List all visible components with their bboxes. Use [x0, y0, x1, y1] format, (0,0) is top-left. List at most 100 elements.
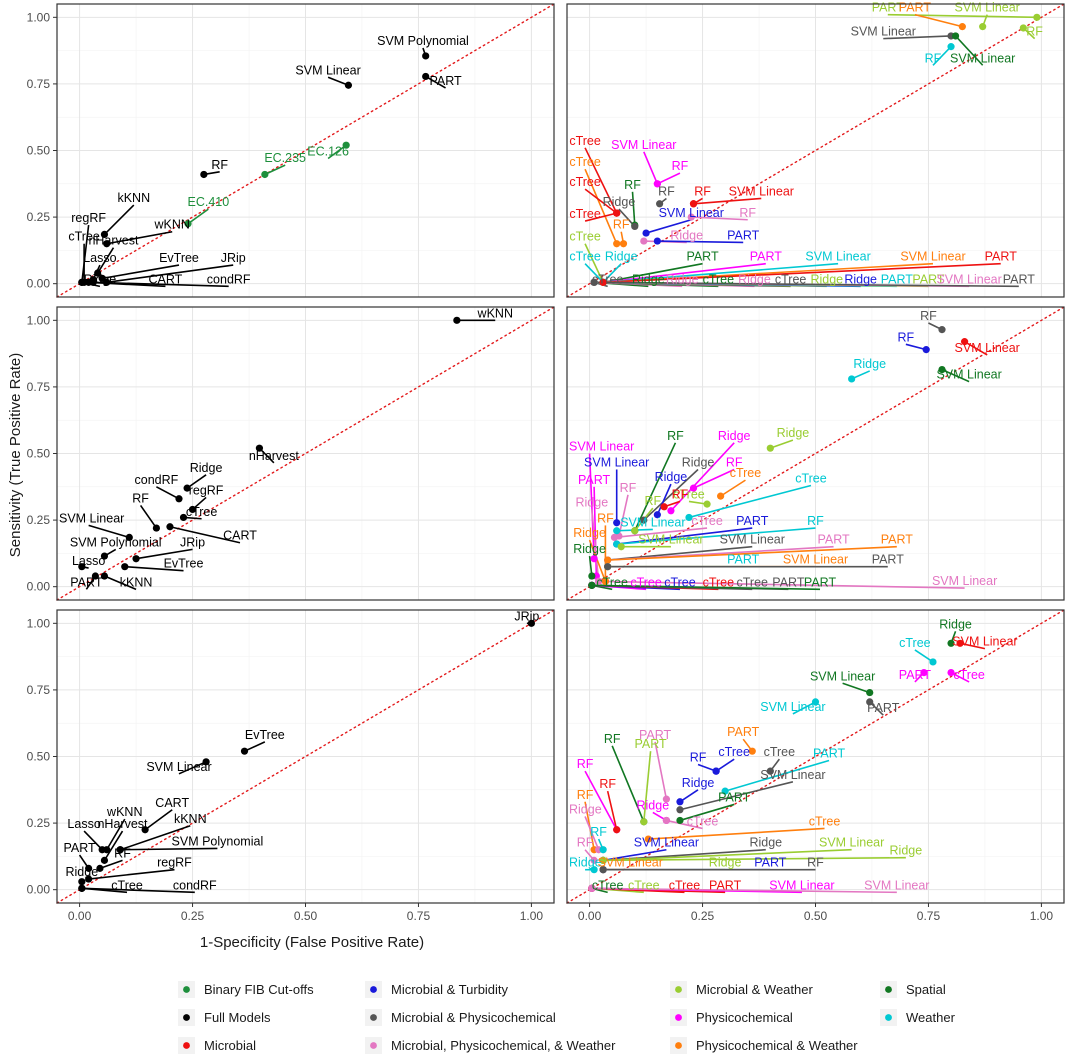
- point-label: SVM Linear: [598, 856, 663, 870]
- data-point: [811, 698, 820, 706]
- point-label: condRF: [207, 272, 251, 286]
- label-leader-line: [643, 468, 699, 521]
- label-leader-line: [584, 263, 604, 283]
- legend-swatch: [370, 1042, 377, 1049]
- point-label: PART: [639, 728, 672, 742]
- y-tick-label: 0.75: [27, 380, 51, 394]
- legend-label: Microbial & Physicochemical: [391, 1010, 556, 1025]
- panel-1: SVM Polynomial SVM Linear PART EC.126EC.235…: [56, 3, 555, 298]
- data-point: [660, 503, 668, 511]
- point-label: SVM Linear: [936, 368, 1001, 382]
- label-leader-line: [591, 584, 821, 591]
- data-point: [78, 878, 86, 886]
- label-leader-line: [169, 525, 241, 544]
- data-point: [979, 23, 987, 31]
- label-leader-line: [616, 527, 753, 545]
- data-point: [938, 326, 946, 334]
- point-label: RF: [726, 455, 743, 469]
- label-leader-line: [606, 790, 618, 830]
- point-label: wKNN: [154, 218, 190, 232]
- data-point: [141, 826, 149, 834]
- label-leader-line: [679, 803, 735, 822]
- data-point: [685, 513, 693, 522]
- data-point: [951, 32, 960, 40]
- data-point: [619, 240, 628, 248]
- legend-swatch: [370, 1014, 377, 1021]
- point-label: regRF: [71, 211, 106, 225]
- label-leader-line: [139, 504, 158, 529]
- legend-label: Microbial & Turbidity: [391, 982, 509, 997]
- data-point: [640, 516, 648, 524]
- point-label: Ridge: [666, 272, 699, 286]
- data-point: [342, 141, 350, 149]
- point-label: PART: [63, 841, 96, 855]
- data-point: [261, 170, 269, 179]
- point-label: Ridge: [810, 272, 843, 286]
- point-label: PART: [881, 533, 914, 547]
- label-leader-line: [187, 208, 209, 225]
- data-point: [610, 533, 619, 542]
- label-leader-line: [588, 453, 595, 559]
- point-label: Ridge: [569, 802, 602, 816]
- data-point: [676, 798, 684, 806]
- data-point: [656, 200, 664, 208]
- label-leader-line: [634, 442, 677, 532]
- point-label: cTree: [569, 250, 601, 264]
- point-label: SVM Polynomial: [172, 834, 264, 848]
- data-point: [922, 346, 930, 354]
- data-point: [613, 240, 621, 248]
- label-leader-line: [887, 13, 1037, 19]
- label-leader-line: [584, 168, 618, 245]
- label-leader-line: [425, 75, 446, 89]
- point-label: RF: [613, 218, 630, 232]
- label-leader-line: [588, 539, 607, 582]
- point-label: CART: [155, 796, 189, 810]
- point-label: PART: [867, 701, 900, 715]
- data-point: [947, 668, 955, 677]
- point-label: RF: [211, 158, 228, 172]
- panel-border: [566, 3, 1065, 298]
- legend-swatch: [885, 986, 892, 993]
- point-label: PART: [872, 553, 905, 567]
- point-label: RF: [114, 846, 131, 860]
- point-label: kKNN: [174, 812, 207, 826]
- data-point: [631, 527, 639, 535]
- point-label: Ridge: [844, 272, 877, 286]
- y-tick-label: 1.00: [27, 616, 51, 630]
- data-point: [422, 72, 430, 81]
- legend-label: Microbial & Weather: [696, 982, 813, 997]
- y-tick-label: 0.50: [27, 750, 51, 764]
- point-label: RF: [577, 836, 594, 850]
- point-label: SVM Linear: [611, 138, 676, 152]
- point-label: Ridge: [66, 865, 99, 879]
- data-point: [1033, 13, 1041, 21]
- data-point: [85, 864, 93, 872]
- label-leader-line: [96, 247, 115, 274]
- label-leader-line: [591, 509, 600, 582]
- legend-item-mphy: Microbial & Physicochemical: [365, 1009, 556, 1026]
- x-tick-label: 0.00: [68, 909, 92, 923]
- label-leader-line: [842, 682, 870, 694]
- point-label: Ridge: [709, 856, 742, 870]
- point-label: JRip: [221, 251, 246, 265]
- label-leader-line: [120, 847, 218, 851]
- data-point: [91, 572, 100, 580]
- data-point: [599, 856, 607, 864]
- data-point: [956, 639, 964, 647]
- legend-swatch: [183, 986, 190, 993]
- panel-marks: wKNN Ridge nHarvest condRF regRF RF cTree SVM L…: [59, 306, 513, 591]
- panel-marks: SVM Polynomial SVM Linear PART EC.126EC.235…: [68, 34, 469, 288]
- point-label: PART: [804, 575, 837, 589]
- point-label: cTree: [703, 272, 735, 286]
- point-label: cTree: [730, 466, 762, 480]
- x-axis-title: 1-Specificity (False Positive Rate): [200, 934, 424, 951]
- x-tick-label: 0.75: [917, 909, 941, 923]
- point-label: EvTree: [164, 557, 204, 571]
- point-label: RF: [620, 481, 637, 495]
- data-point: [613, 527, 621, 535]
- point-label: cTree: [569, 155, 601, 169]
- point-label: cTree: [68, 230, 100, 244]
